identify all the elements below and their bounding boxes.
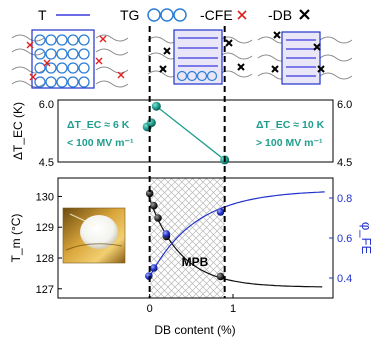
delta-tec-panel: 6.0 4.5 6.0 4.5 ΔT_EC (K) ΔT_EC ≈ 6 K < … (11, 99, 352, 169)
bottom-right-y-axis-label: φ_FE (359, 222, 373, 255)
top-ytick-label-min: 4.5 (39, 157, 54, 169)
left-ytick-label: 130 (36, 191, 54, 203)
legend-label-t: T (38, 7, 47, 23)
bottom-series: 127 128 129 130 0.4 0.6 0.8 0 1 (36, 189, 352, 315)
top-data-point (151, 101, 161, 111)
right-ytick-label: 0.8 (337, 193, 352, 205)
tm-phi-panel: MPB T_m (°C) φ_FE DB content (%) 1271281… (9, 177, 373, 337)
phi-data-point (162, 230, 171, 238)
top-y-axis-label: ΔT_EC (K) (11, 102, 25, 160)
left-ytick-label: 129 (36, 222, 54, 234)
tm-data-point (145, 189, 154, 198)
xtick-label: 1 (230, 303, 236, 315)
left-ytick-label: 128 (36, 253, 54, 265)
annotation-left-line1: ΔT_EC ≈ 6 K (67, 119, 130, 131)
phi-fit-curve (147, 191, 325, 281)
legend-label-cfe: -CFE (200, 7, 233, 23)
legend-item-db: -DB (268, 7, 310, 23)
phi-data-point (216, 208, 225, 216)
tm-data-point (216, 272, 225, 281)
top-series (142, 101, 230, 165)
legend-label-tg: TG (120, 7, 139, 23)
legend-circles-symbol (147, 8, 187, 22)
bottom-left-y-axis-label: T_m (°C) (9, 214, 23, 263)
mpb-boundaries (148, 26, 226, 298)
annotation-right-line1: ΔT_EC ≈ 10 K (256, 119, 325, 131)
polymer-chain-schematic (147, 29, 253, 85)
annotation-right-line2: > 100 MV m⁻¹ (256, 137, 323, 149)
legend-item-tg: TG (120, 7, 187, 23)
xtick-label: 0 (147, 303, 153, 315)
polymer-chain-schematic (11, 29, 129, 89)
left-ytick-label: 127 (36, 284, 54, 296)
film-sample-photo (62, 207, 126, 264)
right-ytick-label: 0.6 (337, 233, 352, 245)
tm-fit-curve (146, 191, 323, 288)
legend-black-x-symbol (299, 9, 310, 20)
legend: T TG -CFE -DB (38, 7, 310, 23)
legend-label-db: -DB (268, 7, 292, 23)
top-plot-frame (57, 99, 334, 163)
top-trend-line (155, 105, 226, 161)
legend-item-t: T (38, 7, 90, 23)
top-ytick-label-max: 6.0 (39, 99, 54, 111)
mpb-label: MPB (182, 255, 209, 269)
legend-item-cfe: -CFE (200, 7, 247, 23)
tm-data-point (154, 214, 162, 222)
annotation-left-line2: < 100 MV m⁻¹ (67, 137, 134, 149)
mpb-region (149, 178, 225, 298)
top-annotation-left: ΔT_EC ≈ 6 K < 100 MV m⁻¹ (67, 119, 134, 149)
phi-data-point (150, 264, 158, 272)
schematic-row (11, 29, 353, 89)
top-right-ytick-label-max: 6.0 (337, 99, 352, 111)
legend-red-x-symbol (237, 10, 247, 20)
polymer-chain-schematic (257, 31, 353, 85)
top-annotation-right: ΔT_EC ≈ 10 K > 100 MV m⁻¹ (256, 119, 325, 149)
x-axis-label: DB content (%) (154, 323, 235, 337)
top-data-point (146, 118, 156, 128)
right-ytick-label: 0.4 (337, 273, 352, 285)
top-right-ytick-label-min: 4.5 (337, 157, 352, 169)
tm-data-point (150, 201, 158, 210)
